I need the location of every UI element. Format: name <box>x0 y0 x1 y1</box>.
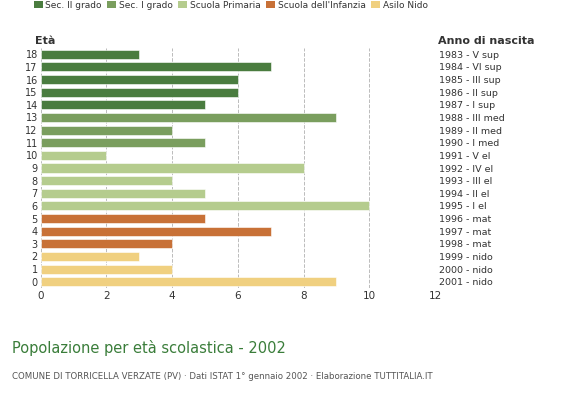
Bar <box>41 189 205 198</box>
Bar <box>41 227 271 236</box>
Bar <box>41 75 238 84</box>
Bar <box>41 264 172 274</box>
Bar <box>41 176 172 185</box>
Text: COMUNE DI TORRICELLA VERZATE (PV) · Dati ISTAT 1° gennaio 2002 · Elaborazione TU: COMUNE DI TORRICELLA VERZATE (PV) · Dati… <box>12 372 432 381</box>
Bar <box>41 214 205 223</box>
Bar <box>41 239 172 248</box>
Bar <box>41 50 139 59</box>
Bar <box>41 277 336 286</box>
Text: Anno di nascita: Anno di nascita <box>438 36 534 46</box>
Text: Età: Età <box>35 36 55 46</box>
Bar <box>41 151 106 160</box>
Legend: Sec. II grado, Sec. I grado, Scuola Primaria, Scuola dell'Infanzia, Asilo Nido: Sec. II grado, Sec. I grado, Scuola Prim… <box>34 0 428 10</box>
Bar <box>41 88 238 97</box>
Bar <box>41 164 303 172</box>
Bar <box>41 100 205 109</box>
Bar <box>41 138 205 147</box>
Bar <box>41 113 336 122</box>
Bar <box>41 201 369 210</box>
Bar <box>41 126 172 135</box>
Text: Popolazione per età scolastica - 2002: Popolazione per età scolastica - 2002 <box>12 340 285 356</box>
Bar <box>41 252 139 261</box>
Bar <box>41 62 271 72</box>
